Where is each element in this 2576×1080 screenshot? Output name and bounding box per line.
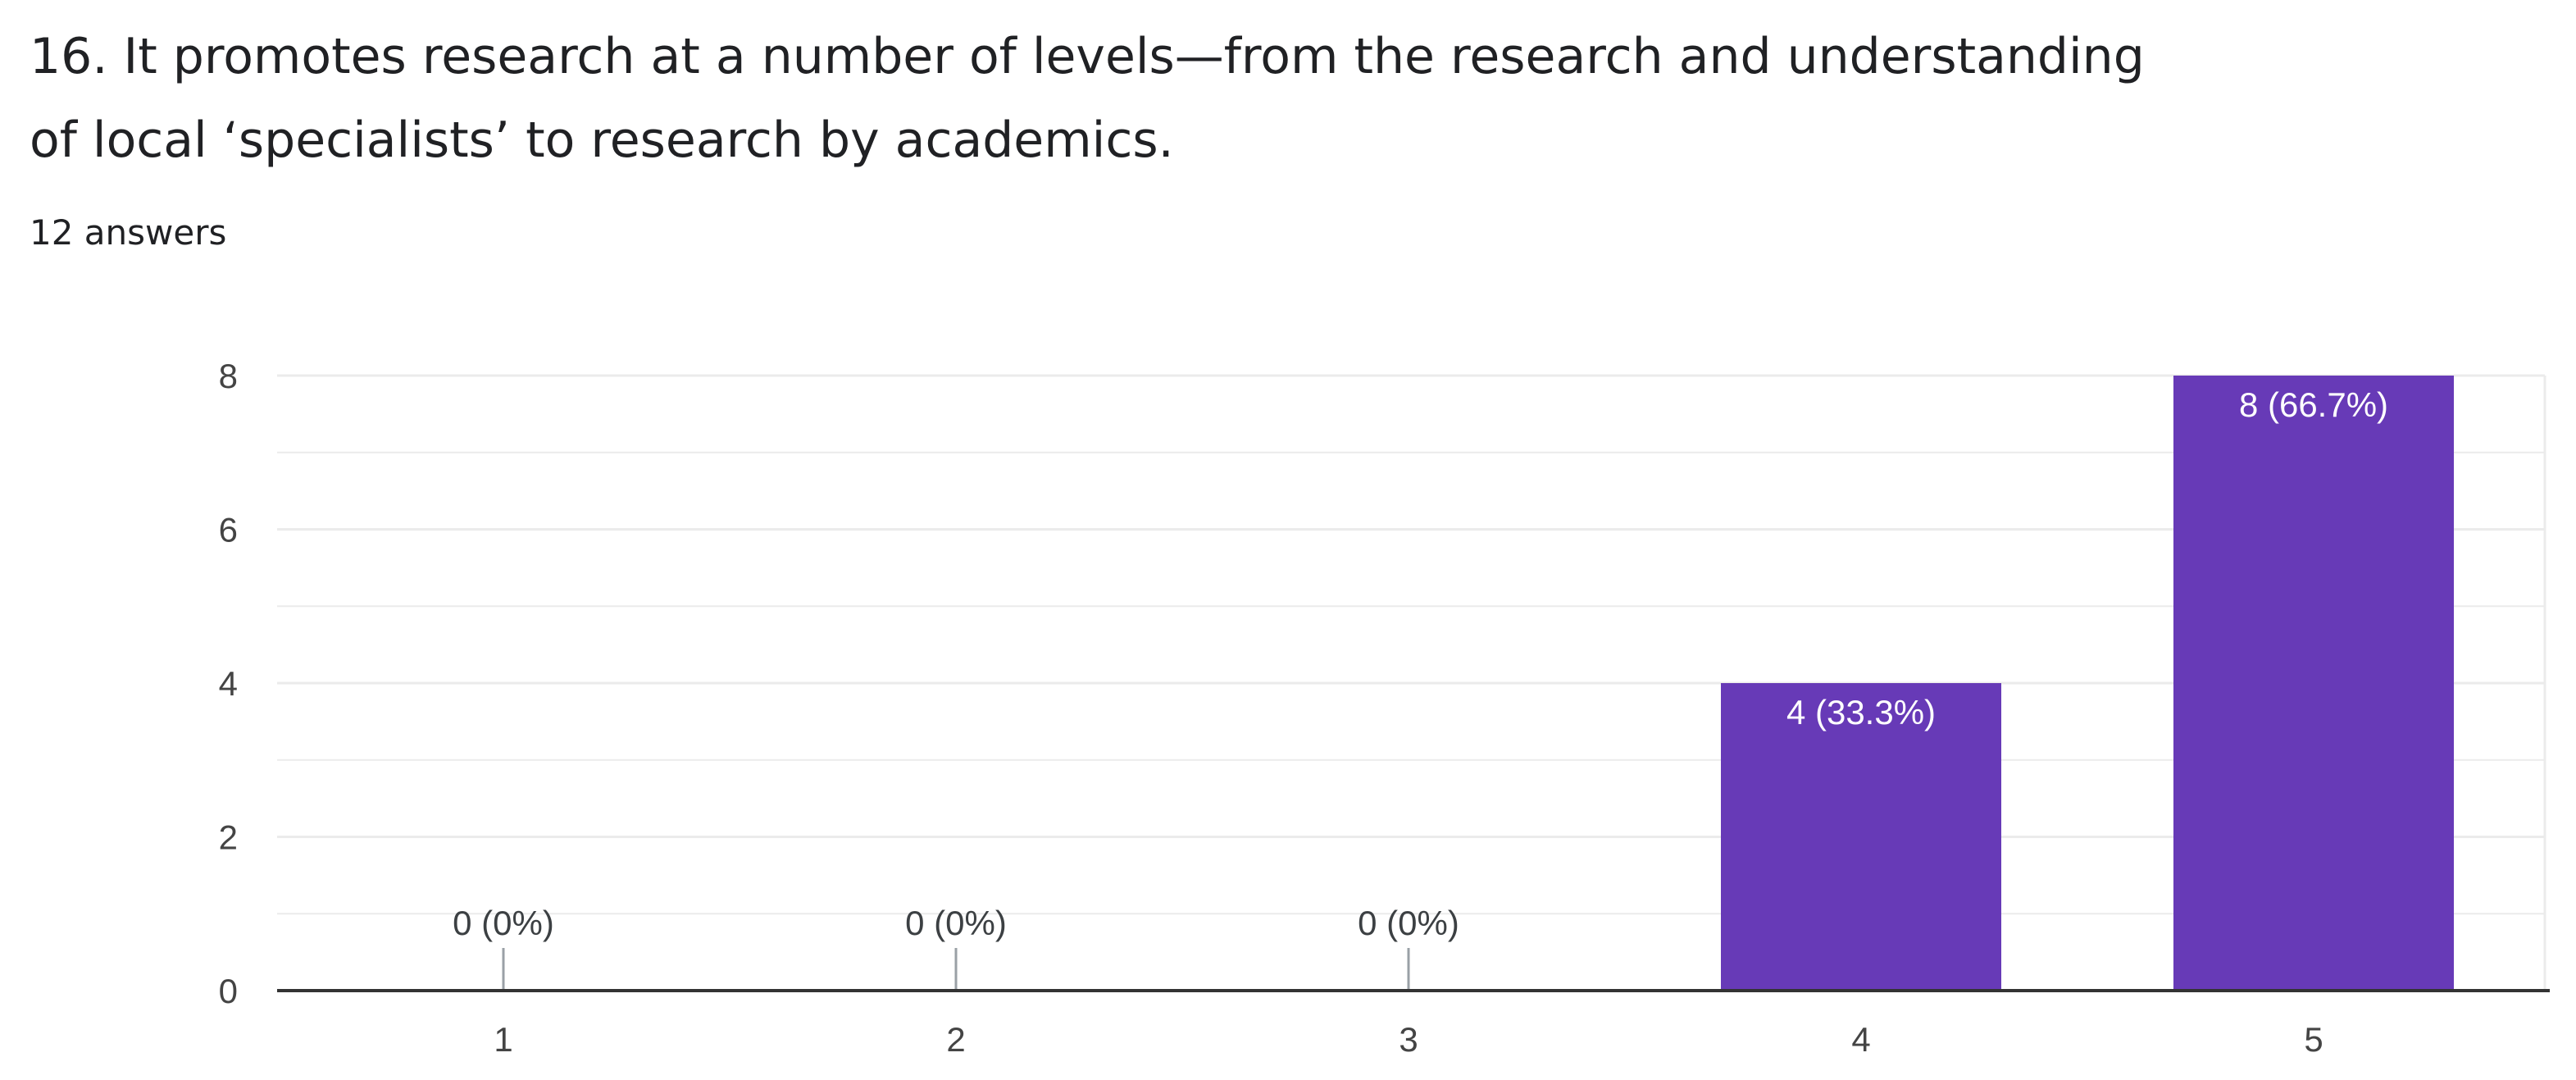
x-tick-label: 3 [1399,1020,1418,1059]
response-count: 12 answers [30,212,227,253]
bar-data-label: 0 (0%) [1358,904,1459,942]
y-tick-label: 6 [219,511,238,549]
bar-data-label: 0 (0%) [453,904,554,942]
x-tick-label: 1 [494,1020,512,1059]
x-tick-label: 4 [1851,1020,1870,1059]
x-tick-label: 5 [2304,1020,2323,1059]
bar [1721,683,2001,991]
bar-data-label: 8 (66.7%) [2239,385,2388,424]
question-title-line-1: 16. It promotes research at a number of … [30,28,2145,85]
question-title: 16. It promotes research at a number of … [30,15,2243,182]
bar [2173,376,2454,991]
question-title-line-2: of local ‘specialists’ to research by ac… [30,112,1174,169]
x-tick-label: 2 [946,1020,965,1059]
y-tick-label: 4 [219,664,238,703]
bar-data-label: 0 (0%) [905,904,1007,942]
bar-data-label: 4 (33.3%) [1786,693,1936,731]
y-tick-label: 0 [219,972,238,1010]
y-tick-label: 8 [219,357,238,395]
y-tick-label: 2 [219,818,238,857]
